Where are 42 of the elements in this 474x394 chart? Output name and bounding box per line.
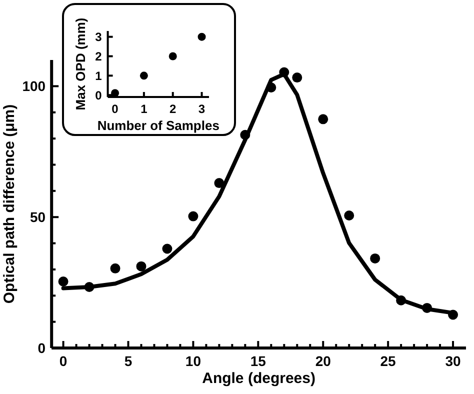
point bbox=[188, 211, 198, 222]
point bbox=[292, 72, 302, 83]
x-tick-label: 0 bbox=[112, 102, 119, 116]
point bbox=[214, 178, 224, 188]
point bbox=[266, 82, 276, 92]
x-tick-label: 20 bbox=[315, 353, 332, 369]
y-tick-label: 0 bbox=[38, 340, 46, 356]
point bbox=[198, 32, 206, 41]
y-tick-label: 2 bbox=[95, 49, 102, 64]
point bbox=[396, 295, 406, 306]
y-tick-label: 3 bbox=[95, 30, 102, 44]
x-tick-label: 5 bbox=[124, 353, 132, 369]
y-tick-label: 0 bbox=[95, 88, 102, 102]
y-axis-title: Optical path difference (μm) bbox=[1, 104, 18, 304]
point bbox=[448, 310, 458, 320]
point bbox=[370, 253, 380, 264]
point bbox=[162, 244, 172, 254]
x-tick-label: 30 bbox=[445, 353, 462, 369]
y-tick-label: 1 bbox=[95, 68, 102, 83]
point bbox=[318, 114, 328, 124]
point bbox=[110, 263, 120, 274]
x-tick-label: 15 bbox=[250, 353, 266, 369]
x-tick-label: 25 bbox=[380, 353, 396, 369]
point bbox=[240, 130, 250, 140]
x-tick-label: 10 bbox=[185, 353, 202, 369]
y-axis-title: Max OPD (mm) bbox=[73, 18, 88, 110]
x-tick-label: 3 bbox=[198, 102, 206, 116]
point bbox=[422, 302, 432, 313]
x-tick-label: 0 bbox=[59, 353, 68, 369]
x-axis-title: Angle (degrees) bbox=[202, 370, 316, 387]
x-tick-label: 2 bbox=[170, 102, 177, 116]
point bbox=[84, 282, 94, 292]
point bbox=[344, 210, 354, 221]
point bbox=[279, 67, 290, 78]
point bbox=[140, 72, 148, 80]
x-axis-title: Number of Samples bbox=[97, 118, 220, 133]
y-tick-label: 50 bbox=[30, 208, 46, 225]
x-tick-label: 1 bbox=[140, 102, 148, 116]
point bbox=[58, 276, 68, 286]
y-tick-label: 100 bbox=[22, 78, 46, 94]
point bbox=[168, 52, 177, 60]
point bbox=[136, 261, 146, 272]
